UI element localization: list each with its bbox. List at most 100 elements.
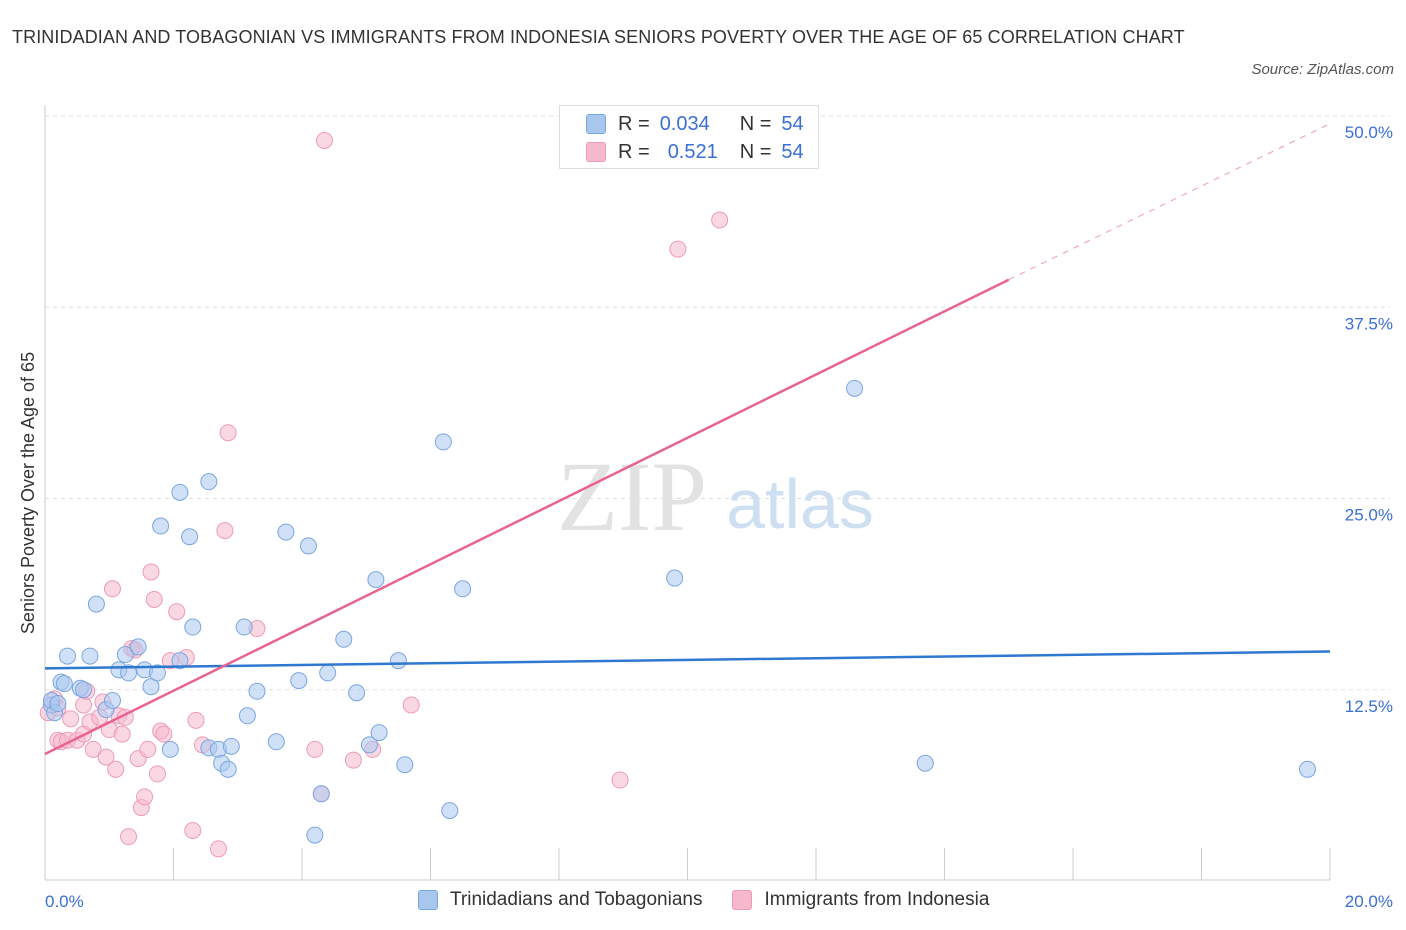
data-point-trinidad bbox=[142, 678, 160, 696]
data-point-trinidad bbox=[290, 672, 308, 690]
data-point-trinidad bbox=[454, 580, 472, 598]
data-point-trinidad bbox=[235, 618, 253, 636]
y-tick-label: 12.5% bbox=[1345, 697, 1393, 716]
data-point-indonesia bbox=[168, 603, 186, 621]
data-point-indonesia bbox=[75, 696, 93, 714]
y-tick-label: 25.0% bbox=[1345, 506, 1393, 525]
data-point-indonesia bbox=[97, 748, 115, 766]
data-point-trinidad bbox=[319, 664, 337, 682]
data-point-indonesia bbox=[62, 710, 80, 728]
source-label: Source: ZipAtlas.com bbox=[1251, 61, 1394, 78]
data-point-trinidad bbox=[129, 638, 147, 656]
data-point-indonesia bbox=[84, 740, 102, 758]
trend-line-trinidad bbox=[44, 650, 1331, 670]
legend-r-label: R = bbox=[618, 112, 650, 135]
legend-n-value: 54 bbox=[781, 140, 804, 163]
legend-r-value: 0.034 bbox=[659, 112, 710, 135]
data-point-trinidad bbox=[335, 630, 353, 648]
data-point-trinidad bbox=[666, 569, 684, 587]
legend-swatch-indonesia bbox=[586, 142, 606, 162]
watermark-zip: ZIP bbox=[557, 441, 707, 552]
data-point-trinidad bbox=[348, 684, 366, 702]
data-point-trinidad bbox=[267, 733, 285, 751]
data-point-trinidad bbox=[184, 618, 202, 636]
data-point-indonesia bbox=[209, 840, 227, 858]
legend-r-value: 0.521 bbox=[667, 140, 718, 163]
data-point-trinidad bbox=[81, 647, 99, 665]
data-point-trinidad bbox=[103, 691, 121, 709]
data-point-indonesia bbox=[402, 696, 420, 714]
data-point-indonesia bbox=[148, 765, 166, 783]
data-point-indonesia bbox=[107, 760, 125, 778]
data-point-indonesia bbox=[711, 211, 729, 229]
data-point-trinidad bbox=[181, 528, 199, 546]
data-point-trinidad bbox=[306, 826, 324, 844]
data-point-trinidad bbox=[55, 675, 73, 693]
chart-title: TRINIDADIAN AND TOBAGONIAN VS IMMIGRANTS… bbox=[12, 27, 1185, 47]
data-point-trinidad bbox=[1299, 760, 1317, 778]
data-point-trinidad bbox=[367, 571, 385, 589]
data-point-indonesia bbox=[184, 822, 202, 840]
data-point-trinidad bbox=[441, 802, 459, 820]
data-point-trinidad bbox=[171, 483, 189, 501]
axes bbox=[44, 105, 1331, 881]
data-point-indonesia bbox=[136, 788, 154, 806]
data-point-trinidad bbox=[238, 707, 256, 725]
data-point-trinidad bbox=[916, 754, 934, 772]
trend-line-indonesia bbox=[44, 278, 1010, 756]
data-point-trinidad bbox=[87, 595, 105, 613]
bottom-legend-label-trinidad: Trinidadians and Tobagonians bbox=[450, 889, 703, 910]
data-point-indonesia bbox=[142, 563, 160, 581]
data-point-trinidad bbox=[75, 681, 93, 699]
data-point-indonesia bbox=[187, 711, 205, 729]
data-point-trinidad bbox=[389, 652, 407, 670]
tick-labels: 12.5% 25.0% 37.5% 50.0% 0.0% 20.0% bbox=[45, 123, 1393, 911]
data-point-trinidad bbox=[299, 537, 317, 555]
watermark: ZIP atlas bbox=[557, 441, 874, 552]
y-axis-label: Seniors Poverty Over the Age of 65 bbox=[18, 352, 38, 634]
trend-line-indonesia-extension bbox=[1008, 123, 1331, 281]
data-point-indonesia bbox=[344, 751, 362, 769]
data-point-indonesia bbox=[113, 725, 131, 743]
legend-n-value: 54 bbox=[781, 112, 804, 135]
data-point-trinidad bbox=[219, 760, 237, 778]
bottom-legend-trinidad: Trinidadians and Tobagonians bbox=[418, 889, 702, 911]
grid-lines bbox=[45, 115, 1390, 691]
y-tick-label: 50.0% bbox=[1345, 123, 1393, 142]
watermark-atlas: atlas bbox=[726, 465, 874, 543]
data-point-trinidad bbox=[370, 724, 388, 742]
legend-r-label: R = bbox=[618, 140, 650, 163]
data-point-indonesia bbox=[103, 580, 121, 598]
bottom-legend-swatch-trinidad bbox=[418, 890, 438, 910]
y-tick-label: 37.5% bbox=[1345, 314, 1393, 333]
data-point-indonesia bbox=[306, 740, 324, 758]
data-point-trinidad bbox=[148, 664, 166, 682]
data-point-indonesia bbox=[315, 131, 333, 149]
data-point-indonesia bbox=[669, 240, 687, 258]
bottom-legend-indonesia: Immigrants from Indonesia bbox=[732, 889, 989, 911]
data-point-trinidad bbox=[49, 695, 67, 713]
data-point-indonesia bbox=[216, 522, 234, 540]
data-point-indonesia bbox=[139, 740, 157, 758]
legend-row-trinidad: R = 0.034 N = 54 bbox=[586, 111, 804, 137]
data-point-trinidad bbox=[396, 756, 414, 774]
data-point-indonesia bbox=[219, 424, 237, 442]
data-point-indonesia bbox=[145, 590, 163, 608]
data-point-trinidad bbox=[161, 740, 179, 758]
legend-swatch-trinidad bbox=[586, 114, 606, 134]
data-point-trinidad bbox=[434, 433, 452, 451]
bottom-legend-swatch-indonesia bbox=[732, 890, 753, 910]
data-point-indonesia bbox=[611, 771, 629, 789]
bottom-legend-label-indonesia: Immigrants from Indonesia bbox=[764, 889, 990, 910]
legend-n-label: N = bbox=[739, 112, 772, 135]
data-point-indonesia bbox=[155, 725, 173, 743]
x-tick-label: 20.0% bbox=[1345, 892, 1393, 911]
trend-lines bbox=[44, 123, 1331, 756]
data-point-trinidad bbox=[248, 682, 266, 700]
data-point-trinidad bbox=[846, 379, 864, 397]
data-point-trinidad bbox=[171, 652, 189, 670]
data-point-trinidad bbox=[277, 523, 295, 541]
data-point-trinidad bbox=[120, 664, 138, 682]
data-point-trinidad bbox=[58, 647, 76, 665]
data-point-trinidad bbox=[360, 736, 378, 754]
